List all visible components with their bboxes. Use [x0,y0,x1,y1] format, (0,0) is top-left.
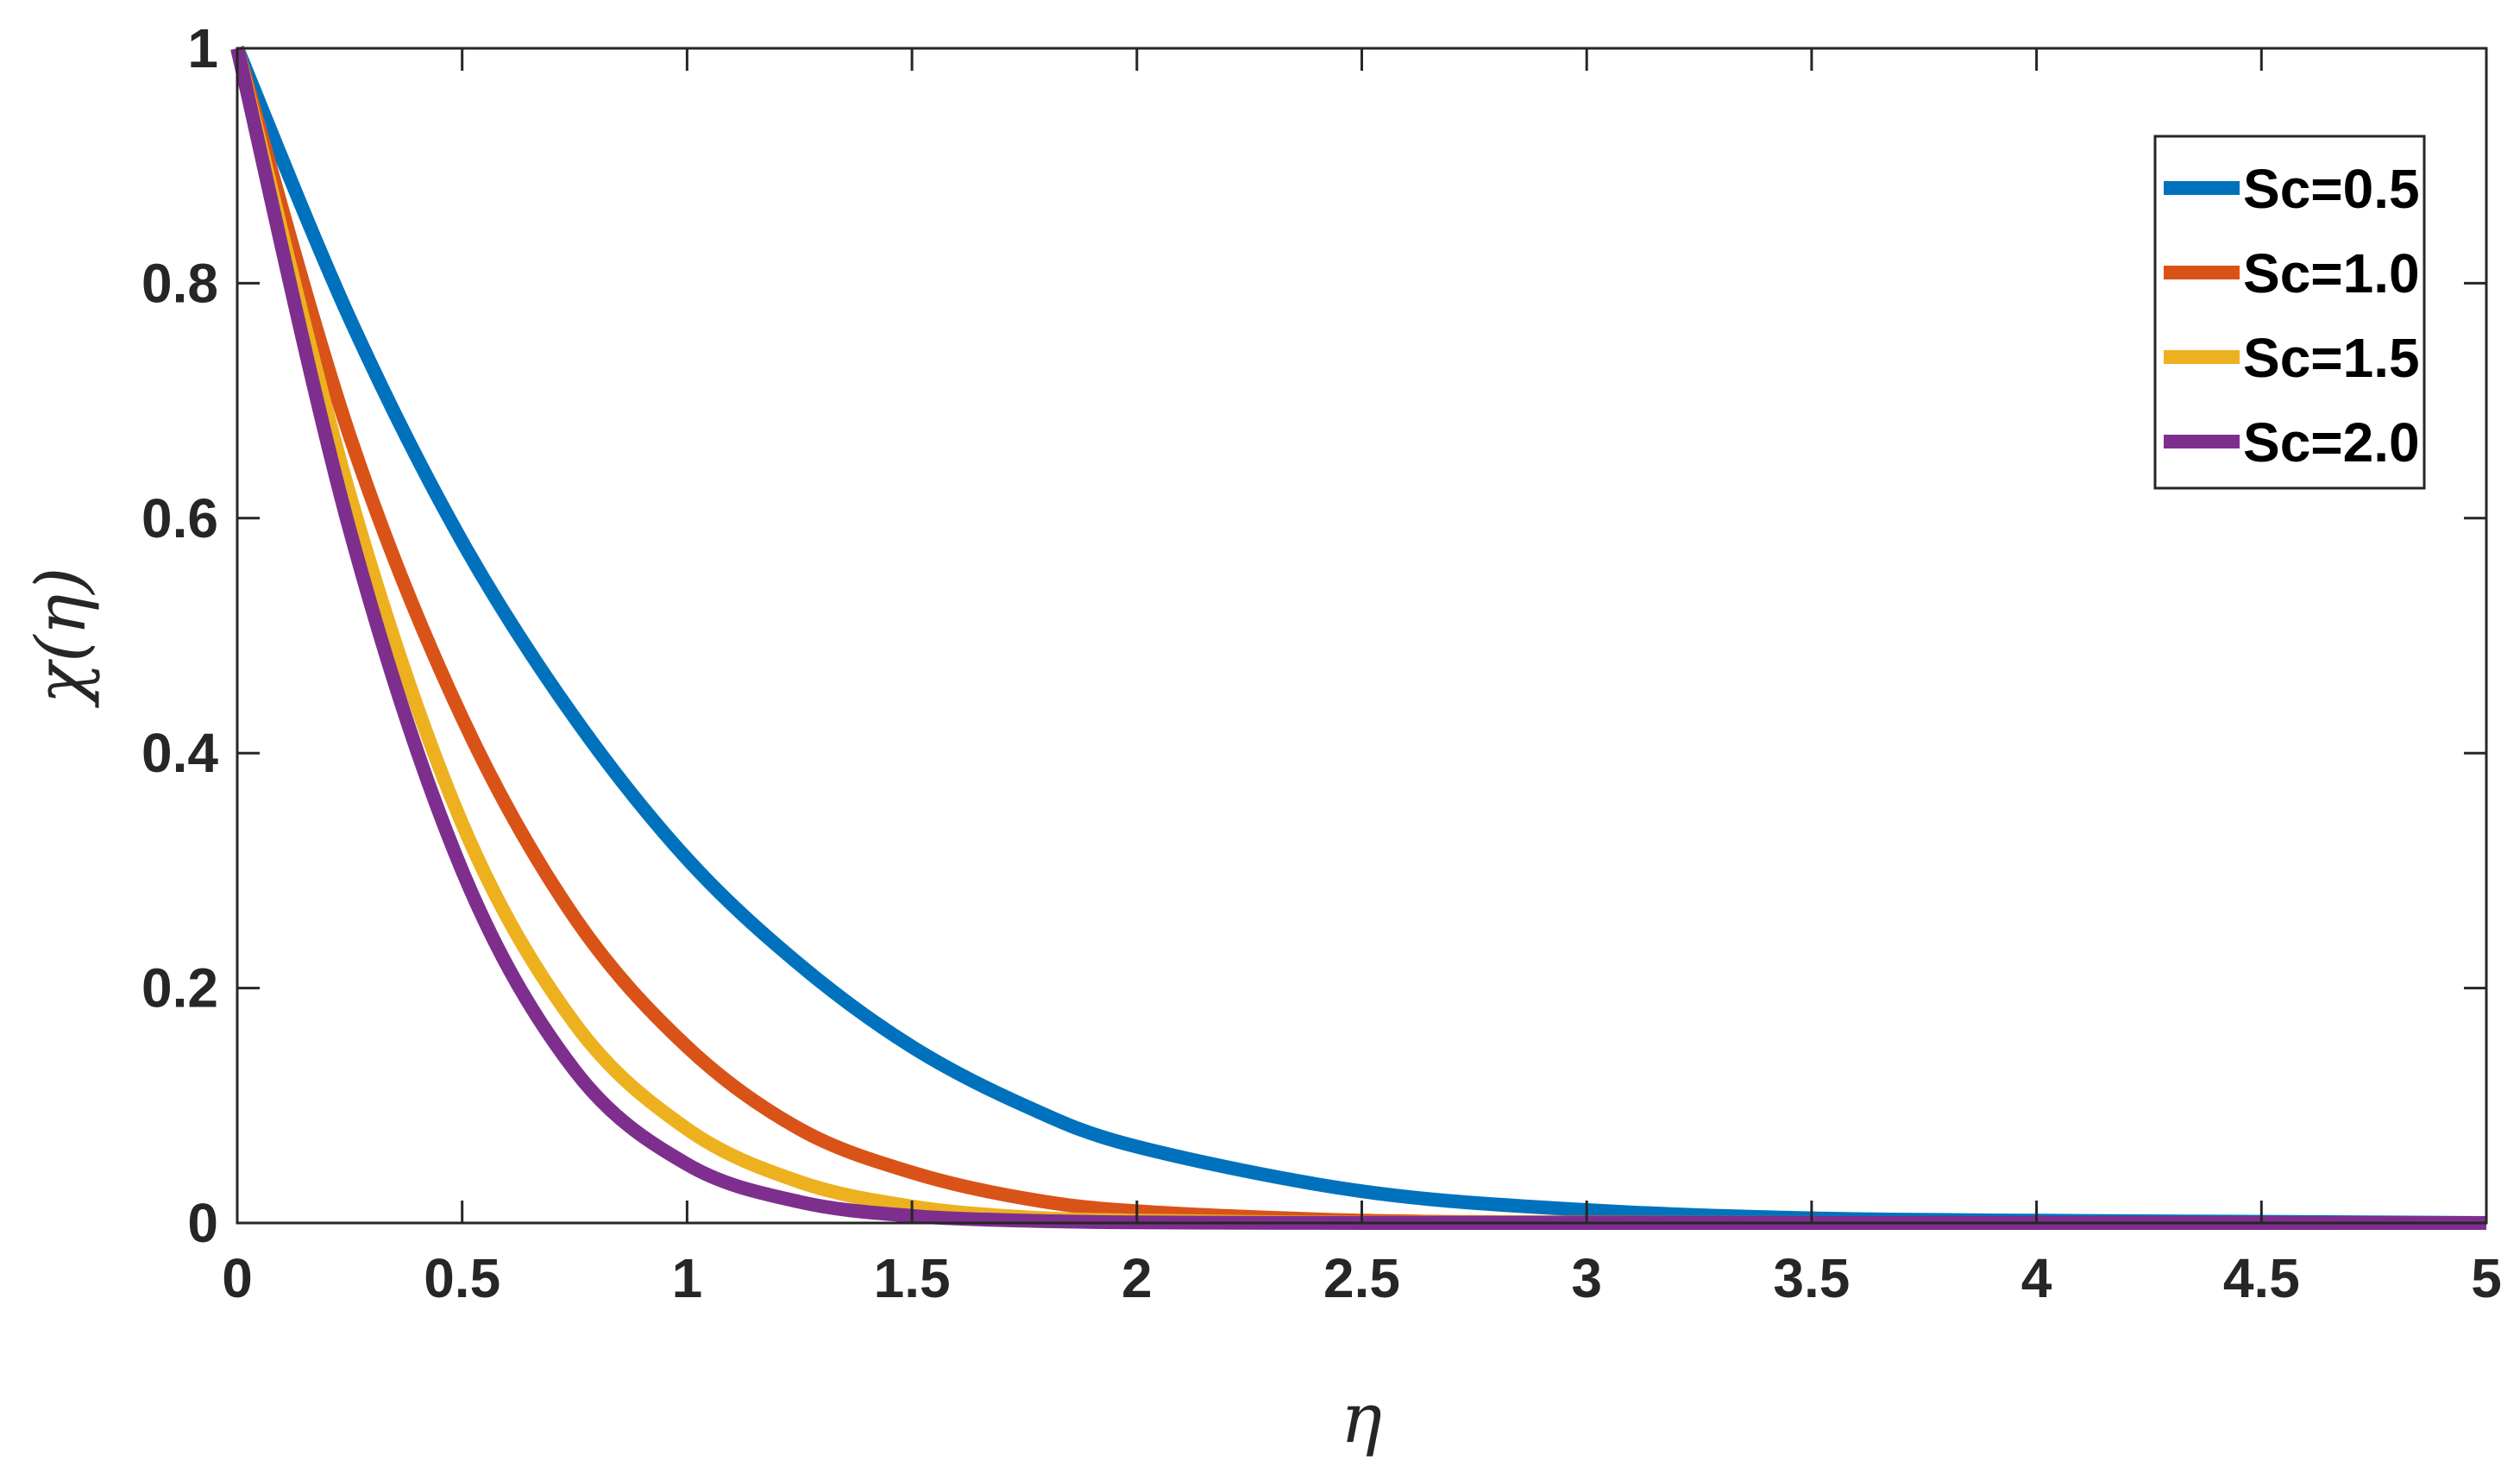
y-tick-label: 0.6 [141,487,218,549]
x-tick-label: 2.5 [1323,1247,1400,1309]
x-tick-label: 0.5 [424,1247,500,1309]
ticks-group: 0 0.5 1 1.5 2 2.5 3 3.5 4 4.5 5 0 0.2 0.4 0.6 0.8 1 [141,17,2502,1309]
legend-label: Sc=1.5 [2243,327,2420,389]
y-tick-label: 0.2 [141,957,218,1019]
legend-label: Sc=0.5 [2243,158,2420,220]
x-tick-label: 4.5 [2223,1247,2300,1309]
x-tick-label: 3 [1571,1247,1602,1309]
plot-area [237,48,2486,1223]
x-tick-label: 3.5 [1773,1247,1850,1309]
legend-label: Sc=1.0 [2243,242,2420,304]
legend-label: Sc=2.0 [2243,411,2420,473]
x-axis-label: η [1341,1378,1382,1458]
y-tick-label: 0 [187,1192,218,1254]
y-axis-label: χ(η) [21,568,101,709]
y-tick-label: 0.4 [141,722,218,784]
x-tick-label: 1 [672,1247,703,1309]
x-tick-label: 0 [222,1247,253,1309]
x-tick-label: 5 [2471,1247,2502,1309]
y-tick-label: 0.8 [141,252,218,314]
y-tick-label: 1 [187,17,218,79]
legend: Sc=0.5 Sc=1.0 Sc=1.5 Sc=2.0 [2153,135,2426,490]
x-tick-label: 1.5 [874,1247,951,1309]
x-tick-label: 4 [2021,1247,2052,1309]
x-tick-label: 2 [1122,1247,1153,1309]
